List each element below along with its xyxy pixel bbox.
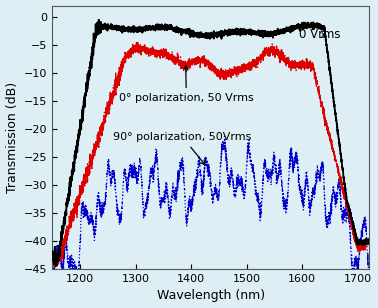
Y-axis label: Transmission (dB): Transmission (dB): [6, 82, 19, 193]
Text: 0 Vrms: 0 Vrms: [299, 28, 341, 41]
Text: 0° polarization, 50 Vrms: 0° polarization, 50 Vrms: [119, 66, 254, 103]
Text: 90° polarization, 50Vrms: 90° polarization, 50Vrms: [113, 132, 252, 165]
X-axis label: Wavelength (nm): Wavelength (nm): [156, 290, 265, 302]
